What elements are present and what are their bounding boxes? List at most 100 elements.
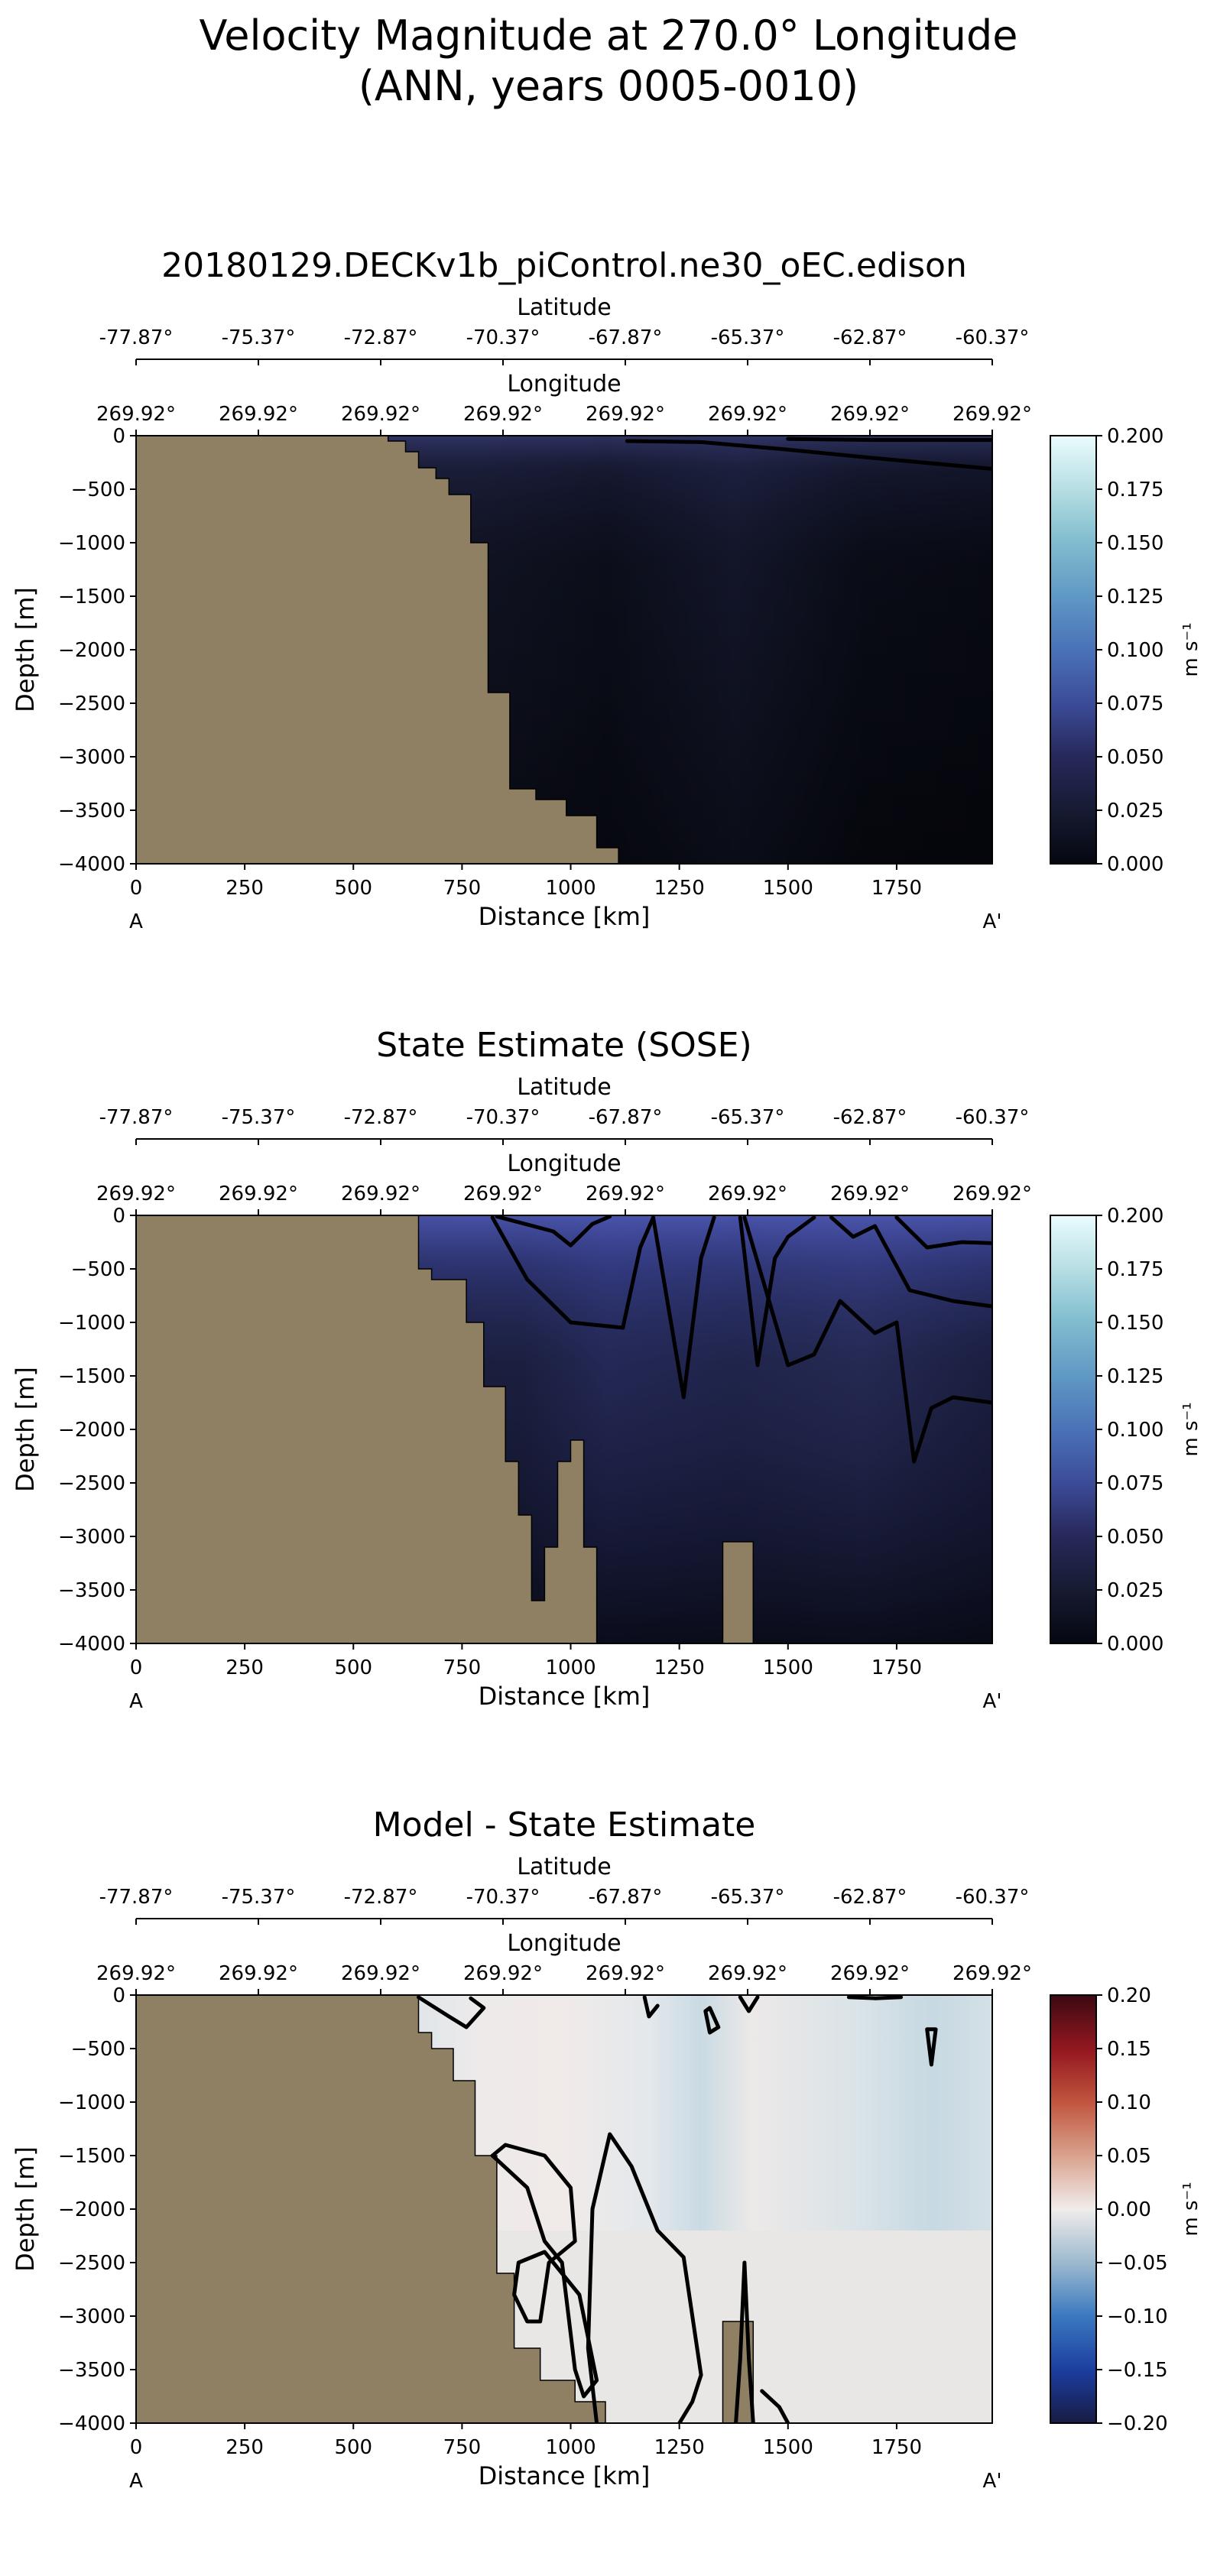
longitude-axis-label: Longitude <box>507 371 621 397</box>
colorbar-tick-label: −0.15 <box>1107 2359 1168 2382</box>
y-tick-label: −1000 <box>58 2091 125 2114</box>
latitude-tick-label: -65.37° <box>711 1106 785 1129</box>
latitude-tick-label: -67.87° <box>589 1106 663 1129</box>
colorbar-tick-label: 0.125 <box>1107 1365 1163 1388</box>
contour-line <box>625 439 992 471</box>
y-tick-label: 0 <box>112 1205 125 1228</box>
section-end-label: A' <box>983 2470 1002 2493</box>
latitude-tick-label: -75.37° <box>222 1886 296 1909</box>
y-tick-label: −2000 <box>58 639 125 662</box>
x-axis-label: Distance [km] <box>479 2461 651 2490</box>
section-start-label: A <box>129 2470 143 2493</box>
y-tick-label: −2000 <box>58 2198 125 2221</box>
longitude-axis-label: Longitude <box>507 1150 621 1177</box>
x-tick-label: 1750 <box>871 1656 922 1679</box>
longitude-tick-label: 269.92° <box>219 1183 298 1205</box>
longitude-tick-label: 269.92° <box>708 403 787 426</box>
y-axis-label: Depth [m] <box>11 2146 40 2272</box>
latitude-tick-label: -77.87° <box>99 1106 174 1129</box>
colorbar-label: m s⁻¹ <box>1180 2182 1202 2236</box>
x-tick-label: 0 <box>130 877 143 900</box>
plot-area <box>136 1995 992 2423</box>
plot-area <box>136 1215 992 1643</box>
longitude-tick-label: 269.92° <box>463 403 543 426</box>
x-tick-label: 1500 <box>763 2436 813 2459</box>
longitude-tick-label: 269.92° <box>219 403 298 426</box>
y-tick-label: −3500 <box>58 2359 125 2382</box>
latitude-tick-label: -77.87° <box>99 1886 174 1909</box>
x-tick-label: 0 <box>130 1656 143 1679</box>
latitude-tick-label: -75.37° <box>222 326 296 349</box>
x-tick-label: 250 <box>226 2436 264 2459</box>
colorbar-tick-label: 0.025 <box>1107 800 1163 822</box>
colorbar <box>1050 1994 1097 2424</box>
contour-line <box>417 1995 486 2029</box>
contour-line <box>734 2260 755 2423</box>
y-tick-label: −3000 <box>58 746 125 769</box>
contour-line <box>651 1215 716 1400</box>
latitude-tick-label: -70.37° <box>466 326 540 349</box>
longitude-axis-label: Longitude <box>507 1930 621 1957</box>
colorbar-tick-label: 0.20 <box>1107 1984 1151 2007</box>
colorbar-tick-label: 0.000 <box>1107 853 1163 876</box>
y-tick-label: −500 <box>71 1258 125 1281</box>
x-tick-label: 250 <box>226 877 264 900</box>
bathymetry-land <box>136 1215 598 1643</box>
panel-title: Model - State Estimate <box>373 1805 756 1844</box>
x-tick-label: 1500 <box>763 877 813 900</box>
colorbar-tick-label: 0.150 <box>1107 1312 1163 1335</box>
contour-line <box>642 1995 660 2019</box>
latitude-tick-label: -60.37° <box>956 326 1030 349</box>
latitude-axis-label: Latitude <box>517 1074 611 1101</box>
longitude-tick-label: 269.92° <box>463 1183 543 1205</box>
colorbar-label: m s⁻¹ <box>1180 1402 1202 1456</box>
colorbar-tick-label: 0.150 <box>1107 532 1163 555</box>
latitude-tick-label: -62.87° <box>833 326 907 349</box>
latitude-tick-label: -72.87° <box>344 326 418 349</box>
colorbar-tick-label: 0.050 <box>1107 746 1163 769</box>
difference-panel: Model - State Estimate Latitude -77.87° -75… <box>11 1805 1202 2493</box>
longitude-tick-label: 269.92° <box>953 403 1032 426</box>
x-tick-label: 0 <box>130 2436 143 2459</box>
y-tick-label: −2500 <box>58 693 125 715</box>
contour-line <box>495 1215 612 1247</box>
longitude-tick-label: 269.92° <box>341 403 420 426</box>
colorbar-tick-label: 0.100 <box>1107 639 1163 662</box>
y-tick-label: −4000 <box>58 2412 125 2435</box>
latitude-axis-label: Latitude <box>517 294 611 321</box>
y-axis-label: Depth [m] <box>11 587 40 712</box>
contour-line <box>760 2389 790 2423</box>
longitude-tick-label: 269.92° <box>830 1962 910 1985</box>
section-end-label: A' <box>983 1690 1002 1713</box>
plot-area <box>136 436 992 864</box>
x-tick-label: 1250 <box>654 1656 705 1679</box>
latitude-tick-label: -72.87° <box>344 1106 418 1129</box>
y-axis-label: Depth [m] <box>11 1367 40 1492</box>
y-tick-label: −500 <box>71 479 125 501</box>
x-tick-label: 1000 <box>545 1656 596 1679</box>
colorbar-tick-label: 0.10 <box>1107 2091 1151 2114</box>
longitude-tick-label: 269.92° <box>341 1962 420 1985</box>
x-tick-label: 1500 <box>763 1656 813 1679</box>
latitude-tick-label: -65.37° <box>711 326 785 349</box>
colorbar-tick-label: −0.05 <box>1107 2252 1168 2275</box>
y-tick-label: −1500 <box>58 2145 125 2168</box>
x-tick-label: 750 <box>443 2436 482 2459</box>
contour-line <box>786 436 992 443</box>
colorbar-tick-label: 0.075 <box>1107 1472 1163 1495</box>
colorbar-tick-label: 0.15 <box>1107 2038 1151 2061</box>
colorbar-tick-label: 0.075 <box>1107 693 1163 715</box>
longitude-tick-label: 269.92° <box>953 1962 1032 1985</box>
contour-line <box>925 2027 938 2067</box>
y-tick-label: −3000 <box>58 2305 125 2328</box>
colorbar-label: m s⁻¹ <box>1180 622 1202 676</box>
y-tick-label: −2000 <box>58 1419 125 1442</box>
longitude-tick-label: 269.92° <box>341 1183 420 1205</box>
contour-line <box>846 1995 904 2000</box>
longitude-tick-label: 269.92° <box>586 1962 665 1985</box>
longitude-tick-label: 269.92° <box>219 1962 298 1985</box>
latitude-tick-label: -77.87° <box>99 326 174 349</box>
latitude-tick-label: -60.37° <box>956 1886 1030 1909</box>
contour-line <box>490 1215 655 1330</box>
longitude-tick-label: 269.92° <box>708 1962 787 1985</box>
